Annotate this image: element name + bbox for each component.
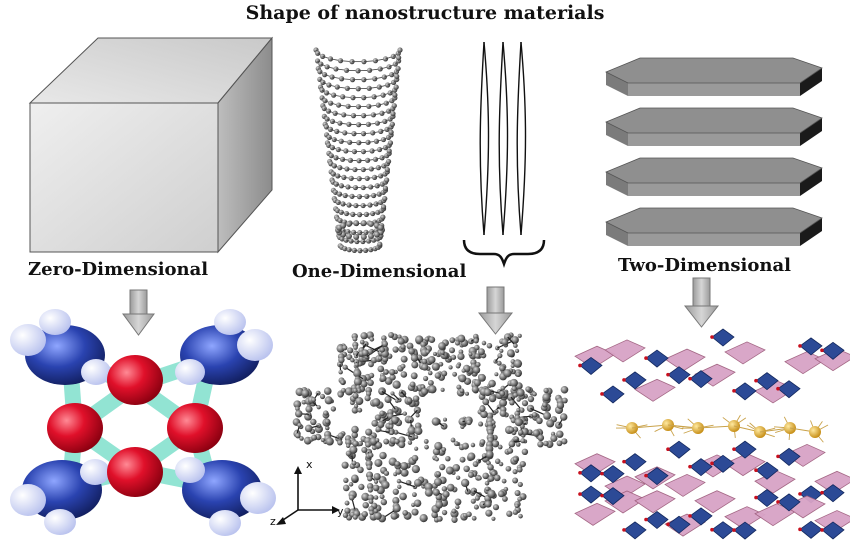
arrow-one xyxy=(477,286,514,335)
framework-structure xyxy=(292,331,569,523)
label-zero-dimensional: Zero-Dimensional xyxy=(28,259,209,280)
curly-brace xyxy=(462,239,546,268)
arrow-zero xyxy=(122,289,155,336)
arrow-two xyxy=(683,277,720,328)
layered-crystal-structure xyxy=(574,328,850,540)
figure-title: Shape of nanostructure materials xyxy=(245,2,605,24)
molecule-model xyxy=(10,309,276,536)
nanowires xyxy=(479,41,527,236)
axis-label-y: y xyxy=(337,505,344,518)
carbon-nanotube xyxy=(313,47,403,254)
axis-label-x: x xyxy=(306,458,313,471)
cube-shape xyxy=(28,36,274,254)
stacked-sheets xyxy=(605,57,823,246)
axis-label-z: z xyxy=(270,515,276,528)
label-one-dimensional: One-Dimensional xyxy=(292,261,467,282)
label-two-dimensional: Two-Dimensional xyxy=(618,255,791,276)
axis-triad xyxy=(276,466,340,525)
